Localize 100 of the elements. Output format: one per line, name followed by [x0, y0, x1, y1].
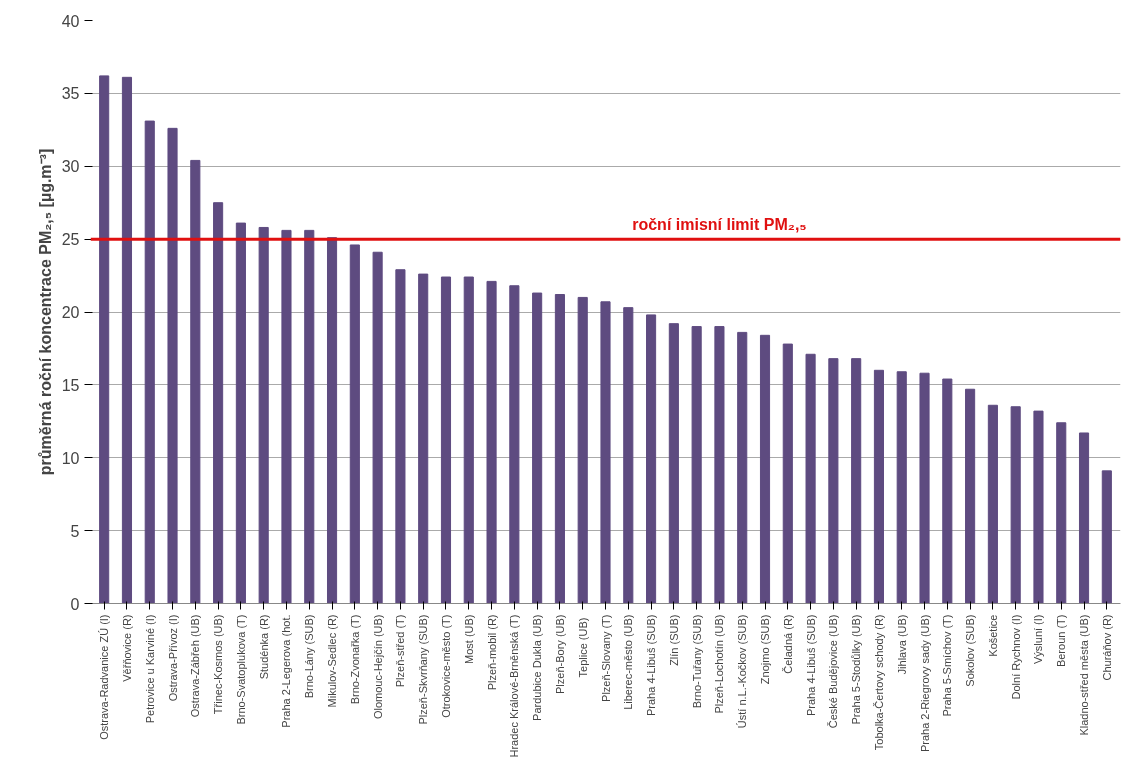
x-tick-label: Plzeň-Lochotín (UB) — [713, 614, 726, 714]
bar — [395, 269, 406, 604]
x-tick-label: Tobolka-Čertovy schody (R) — [872, 614, 885, 751]
bar — [258, 226, 269, 604]
bar — [668, 323, 679, 604]
x-tick-label: Třinec-Kosmos (UB) — [212, 614, 225, 715]
bar — [623, 307, 634, 604]
bar — [759, 334, 771, 604]
x-tick-label: Beroun (T) — [1055, 614, 1068, 668]
x-tick-label: Brno-Svatoplukova (T) — [234, 614, 247, 725]
bar — [144, 120, 155, 604]
bar — [509, 285, 520, 604]
bar — [1033, 410, 1044, 604]
x-tick-label: Mikulov-Sedlec (R) — [326, 614, 339, 708]
bar — [99, 75, 110, 604]
x-tick-label: Ostrava-Přívoz (I) — [166, 614, 179, 702]
y-tick-label: 0 — [70, 595, 80, 613]
ref-line-label: roční imisní limit PM₂,₅ — [632, 216, 807, 234]
bar — [782, 343, 793, 604]
x-tick-label: Petrovice u Karviné (I) — [143, 614, 156, 724]
y-tick-label: 20 — [61, 304, 80, 321]
bar — [213, 202, 224, 604]
bar — [167, 127, 178, 604]
bar — [714, 326, 725, 604]
x-tick-label: Ústí n.L.-Kočkov (SUB) — [736, 614, 749, 729]
x-tick-label: Praha 5-Stodůlky (UB) — [850, 614, 863, 725]
x-tick-label: Jihlava (UB) — [895, 614, 908, 675]
x-tick-label: Plzeň-Skvrňany (SUB) — [417, 614, 430, 725]
x-tick-label: Praha 5-Smíchov (T) — [941, 614, 954, 717]
y-tick-label: 35 — [61, 85, 80, 103]
bar — [190, 159, 201, 604]
x-tick-label: Čeladná (R) — [781, 614, 794, 674]
x-tick-label: Znojmo (SUB) — [759, 614, 772, 685]
x-tick-label: Brno-Tuřany (SUB) — [690, 614, 703, 709]
x-tick-label: Liberec-město (UB) — [622, 614, 635, 710]
x-tick-label: Praha 2-Legerova (hot. — [280, 614, 293, 728]
bar — [987, 404, 998, 604]
y-tick-label: 30 — [61, 158, 80, 176]
bar — [965, 388, 976, 604]
bar — [121, 76, 133, 604]
x-tick-label: Kladno-střed města (UB) — [1078, 614, 1091, 736]
bar — [1010, 406, 1021, 604]
y-tick-label: 25 — [61, 231, 80, 249]
y-axis-title: průměrná roční koncentrace PM₂,₅ [µg.m⁻³] — [36, 148, 54, 476]
x-tick-label: Sokolov (SUB) — [964, 614, 977, 687]
bar — [554, 294, 565, 604]
x-tick-label: Plzeň-Slovany (T) — [599, 614, 612, 702]
bar — [919, 372, 930, 604]
y-tick-label: 40 — [61, 12, 80, 30]
bar — [304, 229, 315, 604]
x-tick-label: Výsluní (I) — [1032, 614, 1045, 665]
bar — [418, 273, 429, 604]
bar — [349, 244, 360, 604]
bar — [737, 331, 748, 604]
x-tick-label: Studénka (R) — [257, 614, 270, 680]
bar — [873, 369, 885, 604]
x-tick-label: Praha 4-Libuš (SUB) — [645, 614, 658, 716]
x-tick-label: České Budějovice (UB) — [827, 614, 840, 729]
bar — [691, 326, 702, 604]
x-tick-label: Plzeň-Bory (UB) — [553, 614, 566, 694]
bar — [646, 314, 657, 604]
bar — [828, 358, 839, 604]
bar — [532, 292, 543, 604]
bar — [372, 251, 383, 604]
bar — [235, 222, 246, 604]
x-tick-label: Hradec Králové-Brněnská (T) — [508, 614, 521, 758]
x-tick-label: Otrokovice-město (T) — [439, 614, 452, 718]
bar — [600, 301, 611, 604]
x-tick-label: Brno-Lány (SUB) — [303, 614, 316, 699]
bar — [896, 371, 907, 604]
x-tick-label: Plzeň-mobil (R) — [485, 614, 498, 691]
bar — [326, 237, 338, 604]
x-tick-label: Věřňovice (R) — [120, 614, 133, 682]
x-tick-label: Dolní Rychnov (I) — [1009, 614, 1022, 700]
bar — [440, 276, 452, 604]
bar — [577, 296, 588, 604]
x-tick-label: Pardubice Dukla (UB) — [531, 614, 544, 721]
x-tick-label: Teplice (UB) — [576, 617, 589, 678]
x-tick-label: Most (UB) — [462, 614, 475, 664]
bar — [851, 358, 862, 604]
bar — [281, 229, 292, 604]
y-tick-label: 15 — [61, 376, 80, 394]
bar — [805, 353, 816, 604]
bar — [463, 276, 474, 604]
x-tick-label: Churáňov (R) — [1100, 614, 1113, 681]
x-tick-label: Brno-Zvonařka (T) — [348, 614, 361, 705]
x-tick-label: Zlín (SUB) — [667, 614, 680, 666]
x-tick-label: Košetice — [986, 614, 999, 657]
x-tick-label: Ostrava-Radvanice ZÚ (I) — [98, 614, 111, 740]
y-tick-label: 5 — [70, 522, 80, 540]
y-tick-label: 10 — [61, 449, 80, 467]
x-tick-label: Praha 2-Riegrovy sady (UB) — [918, 614, 931, 753]
x-tick-label: Olomouc-Hejčín (UB) — [371, 614, 384, 720]
x-tick-label: Praha 4-Libuš (SUB) — [804, 614, 817, 716]
bar — [942, 378, 953, 604]
bar — [1056, 422, 1067, 604]
bar — [486, 280, 497, 604]
bar — [1078, 432, 1090, 604]
bar — [1101, 470, 1112, 604]
x-tick-label: Plzeň-střed (T) — [394, 614, 407, 688]
